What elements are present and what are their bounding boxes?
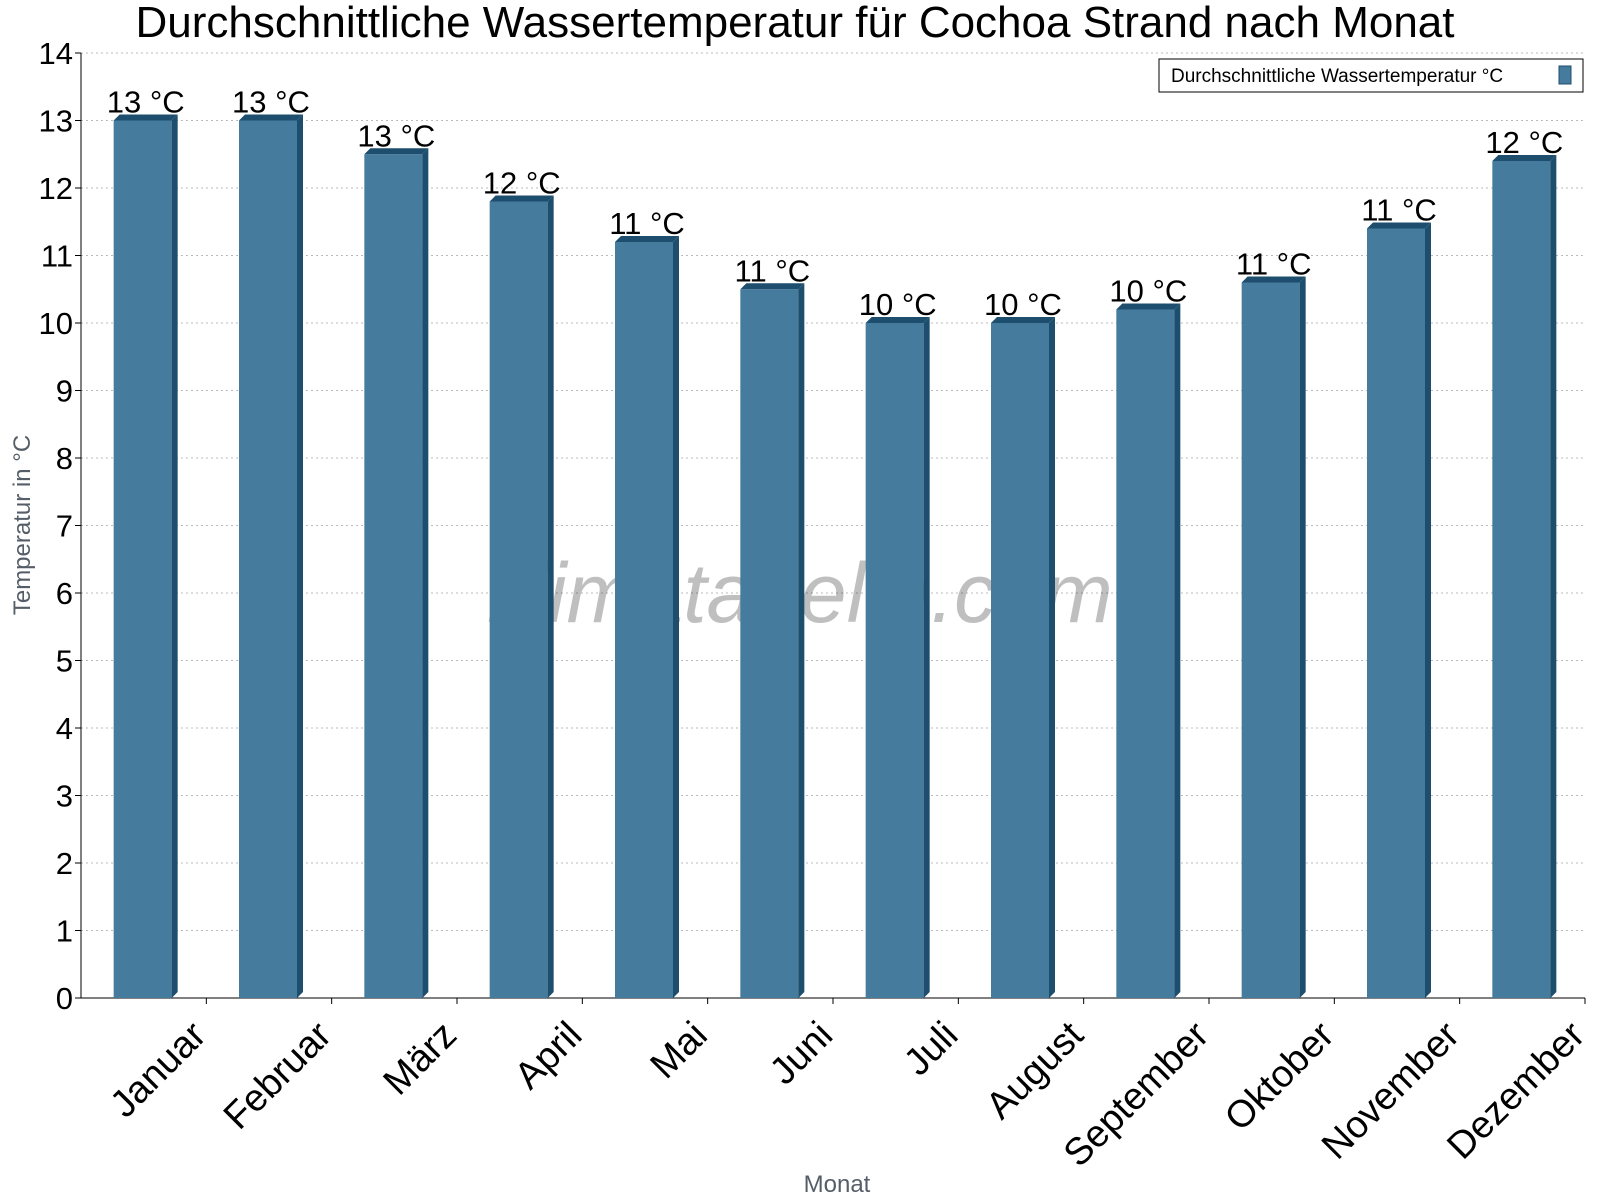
- bar: [1492, 155, 1557, 998]
- bar-side: [673, 236, 679, 998]
- legend-label: Durchschnittliche Wassertemperatur °C: [1171, 66, 1503, 87]
- bar-front: [991, 323, 1049, 998]
- y-tick-label: 7: [56, 509, 73, 544]
- x-tick-label: Februar: [216, 1014, 340, 1138]
- bar-side: [422, 148, 429, 998]
- bar-top: [615, 236, 679, 242]
- data-label: 11 °C: [1361, 193, 1437, 228]
- bar-side: [547, 195, 554, 998]
- y-tick-label: 1: [56, 914, 73, 949]
- y-tick-label: 3: [56, 779, 73, 814]
- bar-side: [297, 114, 303, 998]
- x-tick-label: Mai: [643, 1014, 716, 1087]
- y-tick-label: 6: [56, 576, 73, 611]
- data-labels: 13 °C 13 °C 13 °C 12 °C 11 °C 11 °C 10 °C 10 °C…: [107, 85, 1564, 323]
- data-label: 11 °C: [1236, 247, 1312, 282]
- x-tick-label: Juni: [762, 1014, 841, 1093]
- bar-side: [1174, 303, 1181, 998]
- bar: [489, 195, 554, 998]
- x-tick-label: Oktober: [1217, 1014, 1343, 1140]
- bar-top: [489, 195, 554, 202]
- bar-front: [1116, 309, 1175, 998]
- y-tick-label: 0: [56, 981, 73, 1016]
- bar-top: [1492, 155, 1557, 161]
- chart-title: Durchschnittliche Wassertemperatur für C…: [136, 0, 1455, 47]
- legend[interactable]: Durchschnittliche Wassertemperatur °C: [1158, 58, 1584, 93]
- bar-top: [865, 317, 930, 323]
- bar-front: [113, 120, 172, 998]
- x-axis-title: Monat: [804, 1171, 871, 1198]
- bar-front: [1241, 282, 1300, 998]
- bar-side: [798, 283, 805, 998]
- data-label: 11 °C: [609, 206, 685, 241]
- bar: [1367, 222, 1431, 998]
- x-tick-label: April: [507, 1014, 590, 1097]
- data-label: 13 °C: [357, 118, 435, 153]
- bar-front: [364, 154, 423, 998]
- y-tick-label: 11: [41, 239, 73, 274]
- legend-swatch: [1558, 65, 1572, 85]
- bar: [615, 236, 679, 998]
- bar: [1116, 303, 1181, 998]
- y-tick-label: 9: [56, 374, 73, 409]
- y-tick-label: 14: [39, 36, 73, 71]
- bar: [865, 317, 930, 998]
- x-tick-label: Juli: [896, 1014, 966, 1084]
- bar-front: [615, 242, 673, 998]
- bar-side: [1425, 222, 1431, 998]
- bar: [740, 283, 805, 998]
- bar-top: [1241, 276, 1306, 283]
- bar-top: [740, 283, 805, 290]
- data-label: 10 °C: [984, 287, 1062, 322]
- data-label: 12 °C: [1485, 125, 1563, 160]
- bar-front: [740, 289, 799, 998]
- y-axis-title: Temperatur in °C: [9, 435, 36, 615]
- bar: [364, 148, 429, 998]
- bar-side: [923, 317, 930, 998]
- y-tick-label: 13: [39, 104, 73, 139]
- data-label: 12 °C: [483, 166, 561, 201]
- y-tick-label: 12: [39, 171, 73, 206]
- x-tick-label: August: [978, 1014, 1092, 1128]
- data-label: 10 °C: [859, 287, 937, 322]
- bar-front: [1492, 161, 1551, 998]
- gridlines: [81, 52, 1585, 931]
- bar: [113, 114, 178, 998]
- bar-top: [991, 317, 1055, 323]
- bar: [239, 114, 303, 998]
- y-tick-label: 5: [56, 644, 73, 679]
- bar-side: [1299, 276, 1306, 998]
- y-tick-label: 10: [39, 306, 73, 341]
- bar-top: [364, 148, 429, 155]
- bar-side: [171, 114, 178, 998]
- y-tick-label: 4: [56, 711, 73, 746]
- x-axis: Januar Februar März April Mai Juni Juli AugustS…: [81, 997, 1593, 1175]
- bar-side: [1550, 155, 1557, 998]
- y-tick-label: 8: [56, 441, 73, 476]
- bar-top: [1116, 303, 1181, 310]
- bar-front: [865, 323, 924, 998]
- bar: [1241, 276, 1306, 998]
- bars: [113, 114, 1557, 998]
- bar-top: [113, 114, 178, 121]
- data-label: 11 °C: [735, 253, 811, 288]
- x-tick-label: Januar: [103, 1014, 215, 1126]
- bar-side: [1049, 317, 1055, 998]
- bar-front: [239, 120, 297, 998]
- data-label: 13 °C: [232, 85, 310, 120]
- y-tick-label: 2: [56, 846, 73, 881]
- bar: [991, 317, 1055, 998]
- bar-front: [1367, 228, 1425, 998]
- data-label: 10 °C: [1109, 274, 1187, 309]
- bar-top: [239, 114, 303, 121]
- data-label: 13 °C: [107, 85, 185, 120]
- bar-front: [489, 201, 548, 998]
- x-tick-label: Dezember: [1439, 1014, 1593, 1168]
- legend-box: [1158, 58, 1584, 93]
- bar-top: [1367, 222, 1431, 229]
- x-tick-label: März: [376, 1014, 465, 1103]
